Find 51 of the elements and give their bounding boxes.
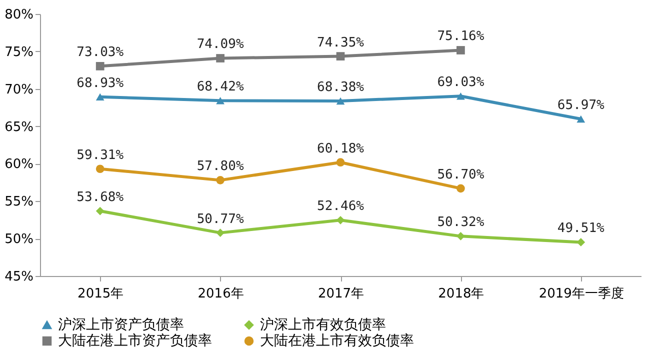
- x-tick-label: 2019年一季度: [538, 286, 624, 302]
- point: [456, 184, 465, 193]
- point: [216, 176, 224, 184]
- point: [96, 164, 104, 174]
- x-tick-label: 2016年: [198, 286, 244, 302]
- data-label: 73.03%: [76, 45, 124, 60]
- data-label: 59.31%: [76, 148, 124, 163]
- point: [96, 93, 104, 100]
- y-tick-label: 55%: [4, 194, 34, 210]
- data-label: 68.93%: [76, 76, 124, 91]
- data-label: 53.68%: [76, 190, 124, 206]
- data-label: 50.32%: [437, 215, 484, 230]
- data-label: 69.03%: [437, 75, 484, 90]
- point: [336, 158, 345, 167]
- x-tick-label: 2018年: [438, 286, 484, 302]
- point: [216, 228, 224, 237]
- point: [456, 92, 465, 100]
- data-label: 75.16%: [437, 29, 484, 44]
- x-tick-label: 2017年: [318, 286, 364, 302]
- data-label: 57.80%: [196, 159, 244, 174]
- y-tick-label: 50%: [4, 232, 34, 248]
- x-tick-label: 2015年: [78, 286, 124, 302]
- legend-label: 沪深上市资产负债率: [58, 317, 184, 333]
- point: [576, 115, 586, 123]
- y-tick-label: 80%: [4, 8, 34, 22]
- point: [216, 97, 224, 104]
- point: [336, 97, 345, 105]
- y-tick-label: 60%: [4, 157, 34, 172]
- data-label: 49.51%: [557, 221, 605, 236]
- y-tick-label: 65%: [4, 120, 34, 135]
- point: [96, 62, 104, 70]
- legend-label: 大陆在港上市有效负债率: [260, 333, 414, 349]
- data-label: 56.70%: [437, 167, 484, 182]
- point: [456, 46, 465, 54]
- y-tick-label: 75%: [4, 44, 34, 60]
- legend-label: 沪深上市有效负债率: [260, 317, 386, 333]
- data-label: 74.35%: [317, 35, 364, 50]
- data-label: 50.77%: [196, 212, 244, 227]
- legend-label: 大陆在港上市资产负债率: [58, 333, 212, 349]
- data-label: 65.97%: [557, 98, 605, 114]
- data-label: 68.38%: [317, 80, 364, 95]
- point: [456, 232, 465, 240]
- data-label: 74.09%: [196, 37, 244, 52]
- y-tick-label: 70%: [4, 82, 34, 98]
- data-label: 60.18%: [317, 141, 364, 156]
- point: [216, 54, 224, 62]
- data-label: 52.46%: [317, 199, 364, 214]
- y-tick-label: 45%: [4, 270, 34, 284]
- data-label: 68.42%: [196, 80, 244, 95]
- point: [336, 52, 345, 60]
- point: [96, 206, 104, 216]
